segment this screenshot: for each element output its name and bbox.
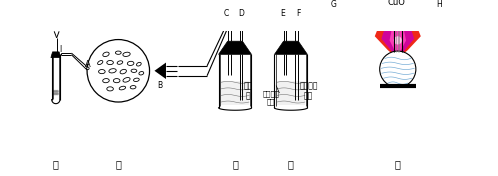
Ellipse shape [139,71,144,75]
Circle shape [87,40,149,102]
Circle shape [491,18,494,20]
Circle shape [394,36,402,45]
Text: 戊: 戊 [395,159,401,169]
Text: C: C [224,9,229,18]
Circle shape [405,16,407,19]
Text: I: I [60,45,62,54]
Ellipse shape [133,78,139,81]
Ellipse shape [127,61,134,65]
Circle shape [457,21,459,24]
Circle shape [439,21,442,24]
Text: F: F [296,9,300,18]
Circle shape [370,21,373,24]
Ellipse shape [123,52,130,56]
Ellipse shape [114,79,120,83]
Polygon shape [431,12,441,26]
Ellipse shape [123,77,130,82]
Text: 甲: 甲 [53,159,59,169]
Circle shape [57,93,58,95]
Polygon shape [274,41,307,54]
Ellipse shape [98,61,103,65]
Circle shape [53,93,55,95]
Ellipse shape [103,52,109,56]
Circle shape [55,90,57,92]
Text: 丁: 丁 [288,159,294,169]
Circle shape [422,21,424,24]
Ellipse shape [103,78,109,83]
Circle shape [387,19,390,22]
Ellipse shape [99,70,105,74]
Polygon shape [381,24,414,58]
Ellipse shape [107,61,114,65]
Circle shape [87,67,89,70]
Text: CuO: CuO [387,0,405,8]
Ellipse shape [117,61,123,64]
Text: 乙: 乙 [116,159,121,169]
Text: A: A [85,60,90,69]
Polygon shape [375,24,421,58]
Ellipse shape [120,69,126,74]
Text: D: D [239,9,245,18]
Ellipse shape [119,86,125,90]
Ellipse shape [131,69,137,73]
Text: B: B [157,81,162,90]
Polygon shape [389,24,406,57]
Text: G: G [331,0,337,9]
Polygon shape [336,12,346,26]
Circle shape [53,90,55,92]
Ellipse shape [136,62,141,66]
Polygon shape [154,62,166,79]
Circle shape [353,18,356,20]
Text: E: E [280,9,285,18]
Ellipse shape [130,86,136,89]
Ellipse shape [109,69,116,73]
Text: H: H [436,0,442,9]
Polygon shape [221,81,249,105]
Text: 氢氧化钠
溶液: 氢氧化钠 溶液 [262,91,279,105]
Circle shape [55,93,57,95]
Ellipse shape [107,87,114,91]
Polygon shape [276,81,305,105]
Polygon shape [51,52,61,58]
Polygon shape [219,41,251,54]
Circle shape [57,90,58,92]
Circle shape [379,51,416,87]
Text: 氢氧化钠
溶液: 氢氧化钠 溶液 [299,81,318,101]
Text: 丙: 丙 [232,159,238,169]
Text: 浓硫
酸: 浓硫 酸 [243,81,252,101]
Circle shape [474,16,476,19]
Ellipse shape [116,51,121,54]
